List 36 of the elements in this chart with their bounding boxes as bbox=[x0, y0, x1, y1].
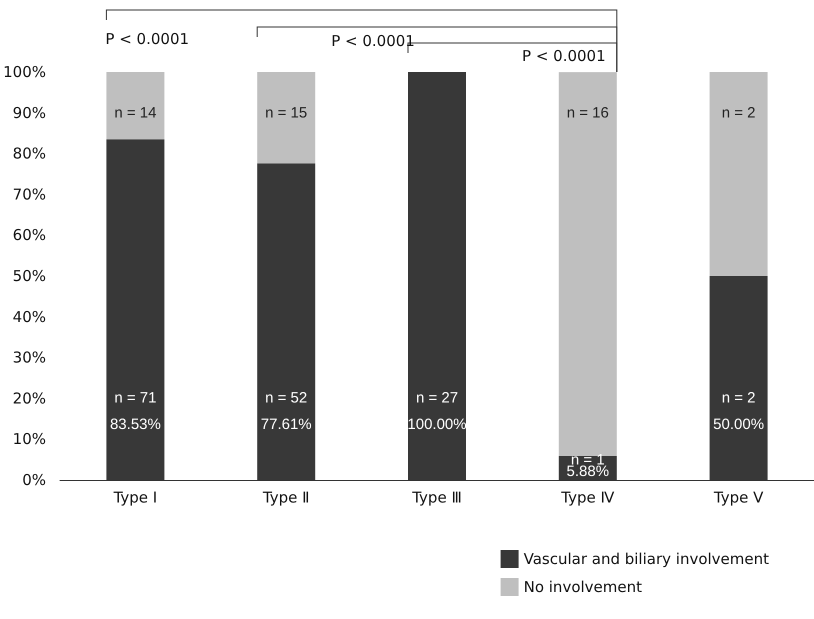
text: P < 0.0001 bbox=[331, 32, 415, 50]
text: P < 0.0001 bbox=[522, 47, 606, 65]
y-tick-label: 50% bbox=[12, 267, 46, 285]
data-label: 77.61% bbox=[260, 416, 312, 433]
annotation: n = 15 bbox=[265, 104, 308, 122]
y-tick-label: 60% bbox=[12, 226, 46, 244]
text: P < 0.0001 bbox=[105, 30, 190, 48]
legend-label: Vascular and biliary involvement bbox=[524, 550, 770, 568]
annotation: n = 27 bbox=[416, 390, 458, 407]
annotation: n = 71 bbox=[114, 390, 156, 407]
x-tick-label: Type Ⅰ bbox=[112, 488, 158, 506]
annotation: n = 52 bbox=[265, 390, 308, 407]
annotation: n = 2 bbox=[722, 104, 756, 122]
bar bbox=[257, 72, 316, 164]
y-tick-label: 80% bbox=[12, 144, 46, 163]
y-tick-label: 20% bbox=[12, 389, 46, 408]
x-tick-label: Type Ⅴ bbox=[712, 488, 764, 506]
y-tick-label: 70% bbox=[12, 185, 46, 204]
y-tick-label: 0% bbox=[22, 471, 46, 489]
legend-label: No involvement bbox=[524, 578, 642, 596]
y-tick-label: 90% bbox=[12, 104, 46, 122]
bar bbox=[710, 72, 768, 276]
data-label: 50.00% bbox=[713, 416, 764, 433]
x-tick-label: Type Ⅳ bbox=[560, 488, 614, 506]
x-tick-label: Type Ⅲ bbox=[411, 488, 462, 506]
x-tick-label: Type Ⅱ bbox=[262, 488, 310, 506]
data-label: 100.00% bbox=[407, 416, 467, 433]
bar bbox=[106, 72, 164, 140]
y-tick-label: 40% bbox=[12, 308, 46, 326]
y-tick-label: 10% bbox=[12, 430, 46, 448]
annotation: n = 14 bbox=[114, 104, 156, 122]
annotation: n = 2 bbox=[722, 390, 756, 407]
annotation: n = 16 bbox=[566, 104, 609, 122]
y-tick-label: 100% bbox=[3, 63, 46, 81]
data-label: 83.53% bbox=[110, 416, 161, 433]
y-tick-label: 30% bbox=[12, 348, 46, 367]
